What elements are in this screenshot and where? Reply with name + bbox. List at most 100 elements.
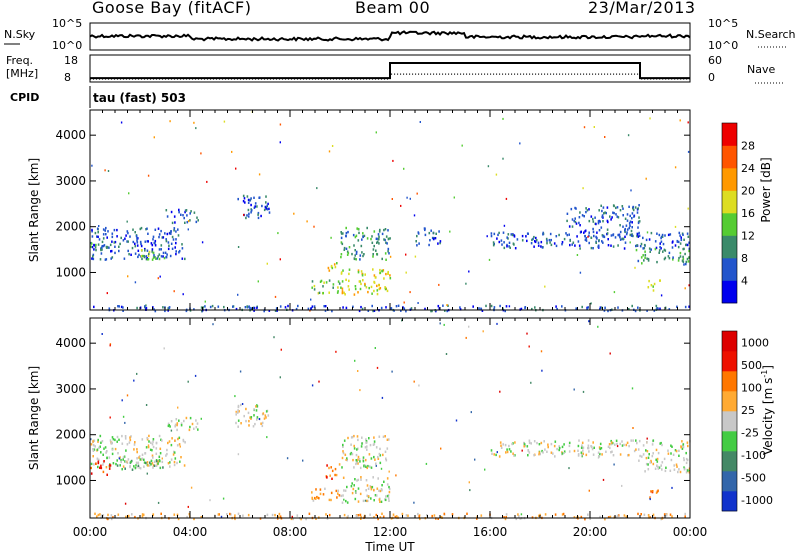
echo-cell xyxy=(113,241,116,244)
echo-cell xyxy=(556,307,558,311)
echo-cell xyxy=(137,461,140,464)
echo-cell xyxy=(330,264,333,268)
echo-cell xyxy=(138,253,140,257)
echo-cell xyxy=(466,512,468,515)
echo-cell xyxy=(656,260,658,264)
echo-cell xyxy=(588,208,590,211)
echo-cell xyxy=(544,448,546,451)
x-tick-label: 00:00 xyxy=(673,525,708,539)
echo-cell xyxy=(395,515,398,518)
echo-speck xyxy=(134,281,137,284)
echo-cell xyxy=(673,464,675,467)
echo-cell xyxy=(237,419,240,422)
echo-cell xyxy=(386,447,389,450)
echo-cell xyxy=(662,242,665,246)
echo-cell xyxy=(386,477,389,480)
echo-cell xyxy=(102,463,104,466)
echo-cell xyxy=(400,309,402,312)
echo-cell xyxy=(337,290,339,293)
echo-cell xyxy=(599,220,601,223)
echo-cell xyxy=(253,206,256,209)
echo-cell xyxy=(384,450,387,453)
echo-speck xyxy=(90,438,92,441)
echo-cell xyxy=(626,219,629,222)
echo-speck xyxy=(187,220,190,223)
echo-speck xyxy=(544,285,546,288)
echo-cell xyxy=(388,490,391,494)
echo-speck xyxy=(439,322,441,325)
echo-cell xyxy=(686,458,689,462)
echo-cell xyxy=(498,231,500,235)
echo-cell xyxy=(114,245,116,248)
echo-cell xyxy=(250,209,253,212)
noise-ytick-top: 10^5 xyxy=(52,17,82,30)
echo-cell xyxy=(631,226,633,229)
echo-cell xyxy=(385,272,387,276)
echo-cell xyxy=(373,436,375,439)
echo-cell xyxy=(181,257,184,260)
echo-cell xyxy=(109,243,112,247)
echo-cell xyxy=(178,251,180,254)
echo-cell xyxy=(178,208,180,212)
echo-cell xyxy=(237,411,239,414)
echo-speck xyxy=(195,127,197,130)
echo-speck xyxy=(496,322,498,325)
echo-cell xyxy=(331,309,333,313)
echo-cell xyxy=(342,451,345,455)
echo-cell xyxy=(580,454,583,457)
echo-cell xyxy=(585,239,588,242)
echo-cell xyxy=(490,449,493,452)
echo-cell xyxy=(624,229,626,232)
echo-cell xyxy=(145,461,147,465)
echo-cell xyxy=(608,443,611,446)
echo-cell xyxy=(246,305,248,308)
echo-cell xyxy=(524,306,526,310)
echo-cell xyxy=(348,288,350,291)
echo-cell xyxy=(232,305,234,308)
echo-cell xyxy=(328,466,330,470)
echo-cell xyxy=(334,473,336,477)
echo-cell xyxy=(176,513,179,516)
echo-cell xyxy=(106,450,108,453)
echo-cell xyxy=(651,490,654,493)
echo-cell xyxy=(110,442,113,445)
echo-cell xyxy=(167,307,169,310)
nave-ytick-bottom: 0 xyxy=(708,71,715,84)
echo-cell xyxy=(96,515,98,518)
echo-cell xyxy=(500,446,503,449)
echo-cell xyxy=(93,439,96,442)
echo-cell xyxy=(242,194,245,198)
echo-cell xyxy=(617,514,620,517)
echo-cell xyxy=(394,515,397,519)
echo-cell xyxy=(675,449,678,453)
echo-cell xyxy=(376,240,379,243)
echo-cell xyxy=(175,230,177,233)
echo-cell xyxy=(619,224,621,227)
echo-cell xyxy=(571,218,574,221)
velocity-colorbar-label-end: ] xyxy=(761,365,775,370)
echo-cell xyxy=(158,233,161,236)
echo-cell xyxy=(90,466,92,470)
echo-cell xyxy=(570,207,573,211)
echo-cell xyxy=(311,305,314,308)
echo-cell xyxy=(361,251,363,254)
echo-cell xyxy=(319,280,322,283)
echo-cell xyxy=(148,252,150,256)
echo-cell xyxy=(496,237,498,240)
echo-cell xyxy=(685,451,687,455)
echo-cell xyxy=(165,238,167,241)
echo-cell xyxy=(341,287,344,290)
echo-cell xyxy=(640,513,642,516)
echo-cell xyxy=(686,441,689,444)
echo-cell xyxy=(385,258,387,261)
echo-cell xyxy=(345,226,347,230)
echo-cell xyxy=(100,441,102,444)
echo-cell xyxy=(444,309,446,312)
echo-cell xyxy=(370,497,372,500)
echo-cell xyxy=(659,307,661,310)
echo-cell xyxy=(656,490,659,493)
echo-cell xyxy=(189,212,191,215)
echo-cell xyxy=(134,245,137,248)
echo-cell xyxy=(671,246,674,249)
